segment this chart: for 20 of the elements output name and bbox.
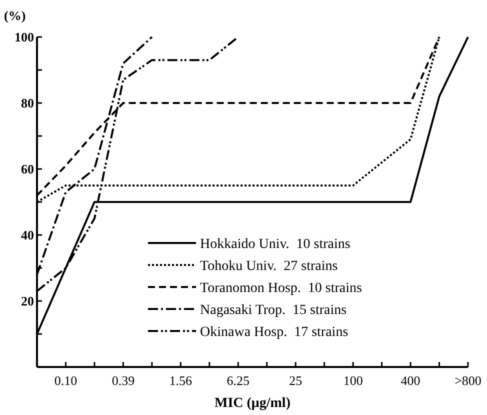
legend-label: Hokkaido Univ. 10 strains: [200, 236, 350, 252]
x-tick-label: 400: [400, 373, 420, 388]
x-tick-label: >800: [454, 373, 482, 388]
x-tick-label: 0.10: [54, 373, 78, 388]
y-tick-label: 40: [21, 228, 34, 243]
x-tick-label: 25: [289, 373, 302, 388]
x-tick-label: 1.56: [169, 373, 193, 388]
legend-label: Tohoku Univ. 27 strains: [200, 258, 338, 274]
y-tick-label: 80: [21, 96, 34, 111]
y-tick-label: 20: [21, 294, 34, 309]
x-tick-label: 0.39: [112, 373, 135, 388]
y-tick-label: 60: [21, 162, 34, 177]
legend-label: Okinawa Hosp. 17 strains: [200, 324, 348, 340]
x-tick-label: 100: [343, 373, 363, 388]
x-axis-title: MIC (μg/ml): [214, 396, 291, 411]
y-tick-label: 100: [14, 30, 34, 45]
legend-label: Toranomon Hosp. 10 strains: [200, 280, 362, 296]
x-tick-label: 6.25: [226, 373, 250, 388]
y-axis-title: (%): [4, 8, 26, 23]
legend-label: Nagasaki Trop. 15 strains: [200, 302, 347, 318]
